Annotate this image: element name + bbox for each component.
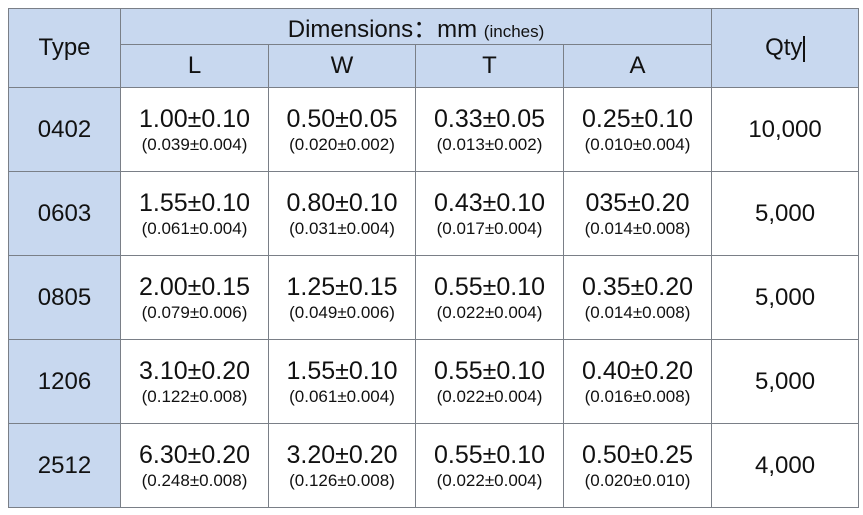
inch-value: (0.014±0.008) — [584, 302, 691, 322]
mm-value: 2.00±0.15 — [138, 272, 251, 301]
qty-label: Qty — [765, 34, 803, 61]
dimension-cell: 0.33±0.05 (0.013±0.002) — [415, 87, 564, 172]
inch-value: (0.049±0.006) — [289, 302, 395, 322]
table-row: 0603 1.55±0.10 (0.061±0.004) 0.80±0.10 (0.03… — [8, 171, 860, 256]
table-row: 0402 1.00±0.10 (0.039±0.004) 0.50±0.05 (0.02… — [8, 87, 860, 172]
inch-value: (0.061±0.004) — [289, 386, 395, 406]
unit-label: (inches) — [483, 22, 545, 41]
type-cell: 2512 — [8, 423, 121, 508]
mm-value: 1.55±0.10 — [286, 356, 398, 385]
column-header: L — [120, 44, 269, 88]
inch-value: (0.022±0.004) — [436, 302, 543, 322]
type-cell: 0805 — [8, 255, 121, 340]
dimensions-header: Dimensions：mm (inches) — [119, 8, 713, 45]
inch-value: (0.020±0.002) — [289, 134, 395, 154]
dimension-cell: 0.55±0.10 (0.022±0.004) — [415, 423, 564, 508]
dimension-cell: 0.35±0.20 (0.014±0.008) — [562, 255, 713, 340]
mm-value: 0.50±0.05 — [286, 104, 398, 133]
inch-value: (0.248±0.008) — [141, 470, 248, 490]
qty-cell: 5,000 — [711, 255, 860, 340]
mm-value: 1.25±0.15 — [286, 272, 398, 301]
dimension-cell: 1.25±0.15 (0.049±0.006) — [268, 255, 416, 340]
dimension-cell: 0.80±0.10 (0.031±0.004) — [268, 171, 416, 256]
mm-value: 035±0.20 — [585, 188, 690, 217]
qty-cell: 10,000 — [711, 87, 860, 172]
dimension-cell: 035±0.20 (0.014±0.008) — [562, 171, 713, 256]
inch-value: (0.013±0.002) — [436, 134, 543, 154]
dimension-cell: 1.55±0.10 (0.061±0.004) — [120, 171, 269, 256]
inch-value: (0.020±0.010) — [584, 470, 691, 490]
dimension-cell: 1.55±0.10 (0.061±0.004) — [268, 339, 416, 424]
column-header: T — [415, 44, 564, 88]
mm-value: 0.50±0.25 — [581, 440, 694, 469]
dimension-cell: 0.43±0.10 (0.017±0.004) — [415, 171, 564, 256]
inch-value: (0.079±0.006) — [141, 302, 248, 322]
inch-value: (0.122±0.008) — [141, 386, 248, 406]
inch-value: (0.022±0.004) — [436, 470, 543, 490]
mm-value: 0.40±0.20 — [581, 356, 694, 385]
mm-value: 0.80±0.10 — [286, 188, 398, 217]
inch-value: (0.016±0.008) — [584, 386, 691, 406]
mm-value: 0.43±0.10 — [433, 188, 546, 217]
mm-value: 0.35±0.20 — [581, 272, 694, 301]
inch-value: (0.014±0.008) — [584, 218, 691, 238]
table-row: 2512 6.30±0.20 (0.248±0.008) 3.20±0.20 (0.12… — [8, 423, 860, 508]
inch-value: (0.017±0.004) — [436, 218, 543, 238]
qty-cell: 5,000 — [711, 171, 860, 256]
text-caret — [803, 35, 805, 62]
qty-header: Qty — [711, 8, 860, 88]
dimension-cell: 0.40±0.20 (0.016±0.008) — [562, 339, 713, 424]
dimension-cell: 0.55±0.10 (0.022±0.004) — [415, 255, 564, 340]
type-cell: 1206 — [8, 339, 121, 424]
qty-cell: 4,000 — [711, 423, 860, 508]
inch-value: (0.010±0.004) — [584, 134, 691, 154]
type-cell: 0603 — [8, 171, 121, 256]
mm-value: 1.00±0.10 — [138, 104, 251, 133]
dimension-cell: 2.00±0.15 (0.079±0.006) — [120, 255, 269, 340]
column-header: W — [268, 44, 416, 88]
dimension-cell: 1.00±0.10 (0.039±0.004) — [120, 87, 269, 172]
table-row: 0805 2.00±0.15 (0.079±0.006) 1.25±0.15 (0.04… — [8, 255, 860, 340]
dimension-cell: 0.50±0.05 (0.020±0.002) — [268, 87, 416, 172]
dimension-cell: 0.50±0.25 (0.020±0.010) — [562, 423, 713, 508]
mm-value: 0.55±0.10 — [433, 272, 546, 301]
mm-value: 3.20±0.20 — [286, 440, 398, 469]
inch-value: (0.022±0.004) — [436, 386, 543, 406]
inch-value: (0.039±0.004) — [141, 134, 248, 154]
inch-value: (0.126±0.008) — [289, 470, 395, 490]
mm-value: 0.55±0.10 — [433, 356, 546, 385]
type-cell: 0402 — [8, 87, 121, 172]
mm-value: 0.55±0.10 — [433, 440, 546, 469]
dimension-cell: 6.30±0.20 (0.248±0.008) — [120, 423, 269, 508]
mm-value: 0.33±0.05 — [433, 104, 546, 133]
mm-value: 0.25±0.10 — [581, 104, 694, 133]
table-row: 1206 3.10±0.20 (0.122±0.008) 1.55±0.10 (0.06… — [8, 339, 860, 424]
mm-value: 1.55±0.10 — [138, 188, 251, 217]
dimensions-label: Dimensions：mm — [287, 16, 478, 43]
column-header: A — [562, 44, 713, 88]
inch-value: (0.061±0.004) — [141, 218, 248, 238]
dimension-cell: 0.25±0.10 (0.010±0.004) — [562, 87, 713, 172]
table-body: 0402 1.00±0.10 (0.039±0.004) 0.50±0.05 (0.02… — [8, 87, 860, 508]
dimension-cell: 0.55±0.10 (0.022±0.004) — [415, 339, 564, 424]
dimension-cell: 3.20±0.20 (0.126±0.008) — [268, 423, 416, 508]
inch-value: (0.031±0.004) — [289, 218, 395, 238]
qty-cell: 5,000 — [711, 339, 860, 424]
dimension-cell: 3.10±0.20 (0.122±0.008) — [120, 339, 269, 424]
mm-value: 3.10±0.20 — [138, 356, 251, 385]
mm-value: 6.30±0.20 — [138, 440, 251, 469]
type-header: Type — [8, 8, 121, 88]
